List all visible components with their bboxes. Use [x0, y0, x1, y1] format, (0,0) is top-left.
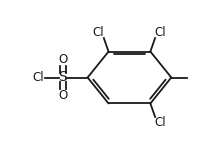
Text: O: O: [58, 89, 68, 102]
Text: S: S: [59, 71, 67, 84]
Text: Cl: Cl: [32, 71, 44, 84]
Text: Cl: Cl: [93, 26, 104, 39]
Text: O: O: [58, 53, 68, 66]
Text: Cl: Cl: [155, 116, 166, 129]
Text: Cl: Cl: [155, 26, 166, 39]
